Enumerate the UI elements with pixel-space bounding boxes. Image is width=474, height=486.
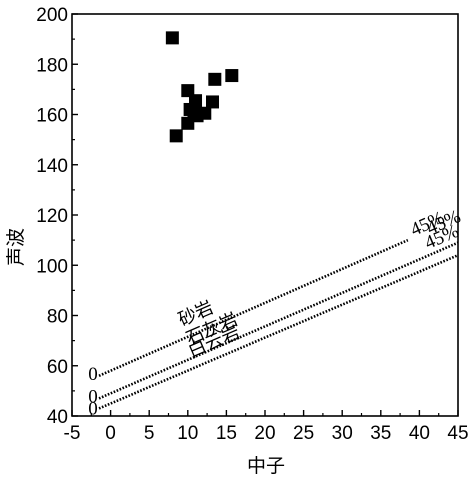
x-tick-label: -5 [64, 423, 81, 444]
data-point [165, 31, 179, 45]
x-tick-label: 35 [370, 423, 391, 444]
y-tick-label: 120 [36, 206, 68, 227]
x-tick-label: 15 [216, 423, 237, 444]
x-axis-title: 中子 [247, 455, 285, 477]
x-tick-label: 20 [254, 423, 275, 444]
line-start-label: 0 [88, 386, 98, 407]
data-point [225, 69, 239, 83]
x-tick-label: 0 [105, 423, 116, 444]
x-tick-label: 5 [144, 423, 155, 444]
data-point [208, 72, 222, 86]
lithology-line [98, 241, 459, 400]
y-tick-label: 140 [36, 156, 68, 177]
data-point [206, 95, 220, 109]
data-point [169, 129, 183, 143]
data-point [198, 106, 212, 120]
y-axis-title: 声波 [5, 228, 27, 266]
y-tick-label: 160 [36, 106, 68, 127]
x-tick-label: 30 [332, 423, 353, 444]
y-tick-label: 200 [36, 5, 68, 26]
x-tick-label: 40 [409, 423, 430, 444]
y-tick-label: 60 [47, 357, 68, 378]
y-tick-label: 100 [36, 256, 68, 277]
lithology-line [98, 238, 409, 377]
line-start-label: 0 [88, 364, 98, 385]
x-tick-label: 10 [177, 423, 198, 444]
lithology-line [98, 254, 459, 410]
line-start-label: 0 [88, 398, 98, 419]
y-tick-label: 80 [47, 307, 68, 328]
y-tick-label: 40 [47, 407, 68, 428]
plot-frame [71, 13, 459, 417]
y-tick-label: 180 [36, 55, 68, 76]
x-tick-label: 45 [447, 423, 468, 444]
data-point [181, 84, 195, 98]
data-point [189, 94, 203, 108]
data-points [165, 31, 239, 143]
x-tick-label: 25 [293, 423, 314, 444]
axes: -5 0 5 10 15 20 25 30 35 40 45 40 60 80 100 120 140 160 18… [36, 5, 468, 444]
